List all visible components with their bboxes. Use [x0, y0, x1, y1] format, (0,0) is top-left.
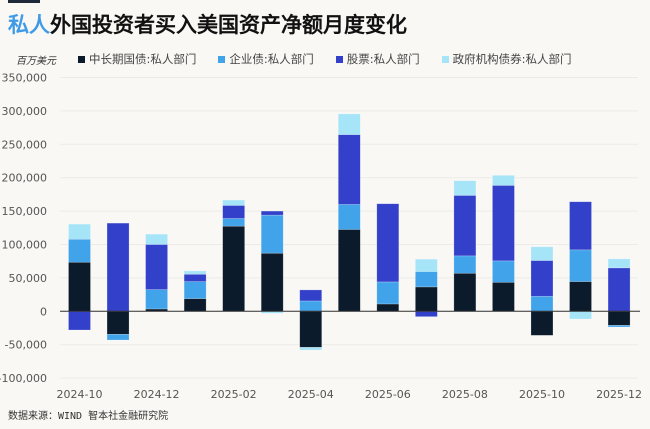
y-tick-label: 300,000: [2, 105, 48, 118]
x-tick-label: 2025-02: [211, 388, 257, 401]
y-tick-label: 0: [40, 305, 47, 318]
bar-segment: [607, 310, 631, 326]
bar-segment: [145, 244, 168, 290]
bar-segment: [492, 260, 515, 283]
bar-segment: [260, 214, 284, 254]
bar-segment: [569, 249, 592, 282]
bar-segment: [299, 289, 323, 302]
bar-segment: [453, 180, 477, 196]
bar-segment: [453, 255, 477, 274]
bar-segment: [607, 267, 631, 312]
y-tick-label: 250,000: [2, 138, 48, 151]
legend-swatch: [441, 55, 449, 63]
bar-segment: [569, 310, 592, 320]
bar-segment: [569, 201, 592, 251]
legend: 中长期国债:私人部门 企业债:私人部门 股票:私人部门 政府机构债券:私人部门: [78, 51, 572, 67]
chart-title: 私人外国投资者买入美国资产净额月度变化: [8, 9, 407, 39]
legend-swatch: [78, 55, 85, 63]
legend-item: 股票:私人部门: [335, 51, 420, 67]
bar-segment: [222, 199, 245, 206]
bar-segment: [607, 325, 631, 328]
bar-segment: [106, 310, 130, 335]
legend-label: 企业债:私人部门: [229, 52, 314, 66]
bar-segment: [376, 303, 400, 312]
y-tick-label: -50,000: [5, 339, 47, 352]
bar-segment: [530, 310, 554, 336]
x-tick-label: 2025-10: [519, 388, 565, 401]
legend-label: 政府机构债券:私人部门: [452, 52, 572, 66]
legend-label: 中长期国债:私人部门: [89, 52, 197, 66]
bar-segment: [68, 223, 91, 240]
bar-segment: [145, 289, 168, 310]
bar-segment: [492, 281, 515, 312]
bar-segment: [337, 229, 361, 312]
legend-item: 中长期国债:私人部门: [78, 51, 196, 67]
x-tick-label: 2024-12: [134, 388, 180, 401]
source-note: 数据来源：WIND 智本社金融研究院: [8, 411, 169, 422]
title-rest: 外国投资者买入美国资产净额月度变化: [50, 13, 407, 37]
bar-segment: [106, 334, 130, 341]
bar-segment: [530, 246, 554, 261]
y-tick-label: 350,000: [2, 72, 48, 85]
bar-segment: [183, 298, 207, 312]
x-tick-label: 2025-08: [442, 388, 488, 401]
bar-segment: [183, 270, 207, 275]
bar-segment: [106, 222, 130, 312]
bar-segment: [415, 286, 438, 312]
bar-segment: [415, 271, 438, 288]
legend-item: 企业债:私人部门: [218, 51, 314, 67]
top-accent-bar: [8, 0, 40, 3]
legend-swatch: [218, 55, 226, 63]
bar-segment: [222, 218, 245, 227]
bar-segment: [607, 258, 631, 269]
bar-segment: [299, 347, 323, 351]
legend-item: 政府机构债券:私人部门: [441, 51, 572, 67]
bar-segment: [453, 195, 477, 257]
bar-segment: [415, 258, 438, 272]
bar-segment: [376, 281, 400, 305]
bar-segment: [68, 238, 91, 263]
y-tick-label: 100,000: [2, 239, 48, 252]
bar-segment: [337, 113, 361, 135]
bar-segment: [222, 205, 245, 219]
bar-segment: [183, 281, 207, 299]
x-tick-label: 2025-06: [365, 388, 411, 401]
bar-segment: [337, 204, 361, 230]
bar-segment: [530, 260, 554, 297]
bar-segment: [376, 203, 400, 283]
legend-swatch: [335, 55, 343, 63]
title-highlight: 私人: [8, 13, 50, 37]
bar-segment: [492, 185, 515, 262]
bar-segment: [145, 233, 168, 245]
bar-segment: [183, 273, 207, 282]
bar-segment: [415, 310, 438, 317]
legend-label: 股票:私人部门: [346, 52, 420, 66]
y-tick-label: 150,000: [2, 205, 48, 218]
x-tick-label: 2025-04: [288, 388, 334, 401]
bar-segment: [68, 261, 91, 312]
y-tick-label: 200,000: [2, 172, 48, 185]
bar-segment: [492, 175, 515, 186]
bar-segment: [530, 295, 554, 312]
bar-segment: [68, 310, 91, 331]
bar-segment: [337, 134, 361, 205]
bar-segment: [299, 300, 323, 312]
bar-segment: [569, 281, 592, 312]
bar-segment: [260, 252, 284, 312]
bar-segment: [299, 310, 323, 348]
bar-segment: [222, 225, 245, 312]
y-unit-label: 百万美元: [16, 56, 56, 67]
y-tick-label: -100,000: [0, 372, 47, 385]
bar-segment: [453, 272, 477, 312]
x-tick-label: 2025-12: [596, 388, 642, 401]
y-tick-label: 50,000: [9, 272, 48, 285]
x-tick-label: 2024-10: [57, 388, 103, 401]
bar-segment: [260, 210, 284, 216]
